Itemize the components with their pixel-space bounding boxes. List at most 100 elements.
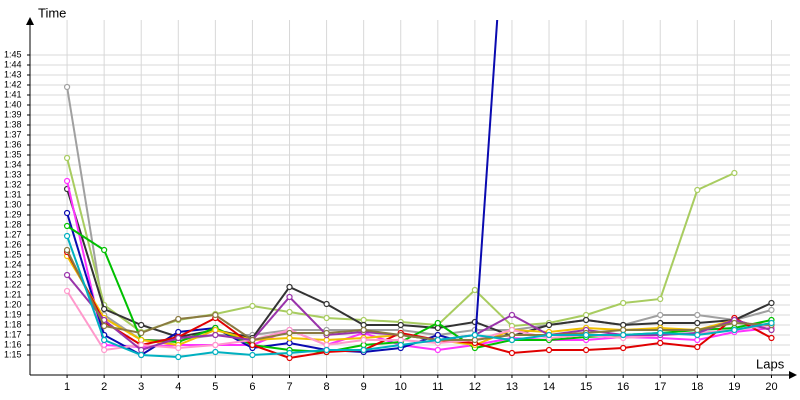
point bbox=[620, 326, 627, 334]
point bbox=[694, 336, 701, 344]
point bbox=[620, 321, 627, 329]
point bbox=[360, 341, 367, 349]
y-tick-label: 1:39 bbox=[4, 109, 22, 119]
point bbox=[731, 169, 738, 177]
point bbox=[694, 319, 701, 327]
point bbox=[731, 326, 738, 334]
y-tick-label: 1:19 bbox=[4, 309, 22, 319]
x-tick-label: 19 bbox=[728, 381, 740, 393]
x-tick-label: 20 bbox=[765, 381, 777, 393]
y-tick-label: 1:17 bbox=[4, 329, 22, 339]
x-tick-label: 12 bbox=[469, 381, 481, 393]
point bbox=[694, 343, 701, 351]
y-tick-label: 1:44 bbox=[4, 59, 22, 69]
point bbox=[694, 326, 701, 334]
y-tick-label: 1:27 bbox=[4, 229, 22, 239]
point bbox=[286, 308, 293, 316]
y-tick-label: 1:18 bbox=[4, 319, 22, 329]
y-tick-label: 1:30 bbox=[4, 199, 22, 209]
y-tick-label: 1:32 bbox=[4, 179, 22, 189]
point bbox=[175, 315, 182, 323]
point bbox=[63, 246, 71, 254]
point bbox=[508, 326, 516, 334]
point bbox=[582, 316, 590, 324]
x-tick-label: 4 bbox=[175, 381, 181, 393]
series-line bbox=[66, 235, 772, 359]
point bbox=[582, 331, 590, 339]
x-tick-label: 6 bbox=[249, 381, 255, 393]
x-tick-label: 2 bbox=[101, 381, 107, 393]
y-tick-label: 1:15 bbox=[4, 349, 22, 359]
point bbox=[101, 336, 108, 344]
y-tick-label: 1:26 bbox=[4, 239, 22, 249]
y-tick-label: 1:21 bbox=[4, 289, 22, 299]
point bbox=[212, 341, 219, 349]
point bbox=[101, 305, 108, 313]
y-tick-label: 1:22 bbox=[4, 279, 22, 289]
point bbox=[286, 354, 293, 362]
point bbox=[249, 351, 256, 359]
point bbox=[286, 349, 293, 357]
series-layer bbox=[63, 20, 775, 362]
y-tick-label: 1:20 bbox=[4, 299, 22, 309]
point bbox=[397, 341, 404, 349]
point bbox=[694, 311, 701, 319]
point bbox=[768, 319, 775, 327]
point bbox=[286, 283, 293, 291]
y-tick-label: 1:28 bbox=[4, 219, 22, 229]
point bbox=[471, 286, 478, 294]
point bbox=[471, 331, 478, 339]
point bbox=[212, 331, 219, 339]
series-line bbox=[66, 188, 772, 340]
y-tick-label: 1:38 bbox=[4, 119, 22, 129]
y-tick-label: 1:23 bbox=[4, 269, 22, 279]
point bbox=[657, 339, 664, 347]
y-tick-label: 1:42 bbox=[4, 79, 22, 89]
x-tick-label: 10 bbox=[395, 381, 407, 393]
point bbox=[582, 311, 590, 319]
series-line bbox=[66, 249, 772, 342]
point bbox=[471, 336, 478, 344]
point bbox=[286, 334, 293, 342]
y-tick-label: 1:41 bbox=[4, 89, 22, 99]
point bbox=[63, 83, 71, 91]
point bbox=[63, 222, 71, 230]
point bbox=[212, 326, 219, 334]
x-tick-label: 5 bbox=[212, 381, 218, 393]
point bbox=[545, 321, 553, 329]
y-tick-label: 1:43 bbox=[4, 69, 22, 79]
point bbox=[212, 348, 219, 356]
y-tick-label: 1:24 bbox=[4, 259, 22, 269]
x-tick-label: 8 bbox=[324, 381, 330, 393]
series-line bbox=[66, 180, 772, 352]
y-tick-label: 1:45 bbox=[4, 49, 22, 59]
point bbox=[434, 331, 441, 339]
point bbox=[434, 346, 441, 354]
x-tick-label: 1 bbox=[64, 381, 70, 393]
point bbox=[212, 311, 219, 319]
point bbox=[434, 319, 441, 327]
point bbox=[323, 336, 330, 344]
x-tick-label: 15 bbox=[580, 381, 592, 393]
point bbox=[508, 311, 516, 319]
y-tick-label: 1:16 bbox=[4, 339, 22, 349]
point bbox=[138, 341, 145, 349]
y-tick-label: 1:36 bbox=[4, 139, 22, 149]
point bbox=[397, 331, 404, 339]
x-tick-label: 16 bbox=[617, 381, 629, 393]
x-tick-label: 18 bbox=[691, 381, 703, 393]
point bbox=[694, 186, 701, 194]
point bbox=[508, 336, 516, 344]
point bbox=[620, 331, 627, 339]
point bbox=[63, 209, 71, 217]
point bbox=[508, 331, 516, 339]
point bbox=[63, 154, 71, 162]
y-tick-label: 1:29 bbox=[4, 209, 22, 219]
point bbox=[323, 341, 330, 349]
point bbox=[63, 271, 71, 279]
point bbox=[175, 344, 182, 352]
point bbox=[582, 346, 590, 354]
point bbox=[620, 344, 627, 352]
point bbox=[360, 336, 367, 344]
